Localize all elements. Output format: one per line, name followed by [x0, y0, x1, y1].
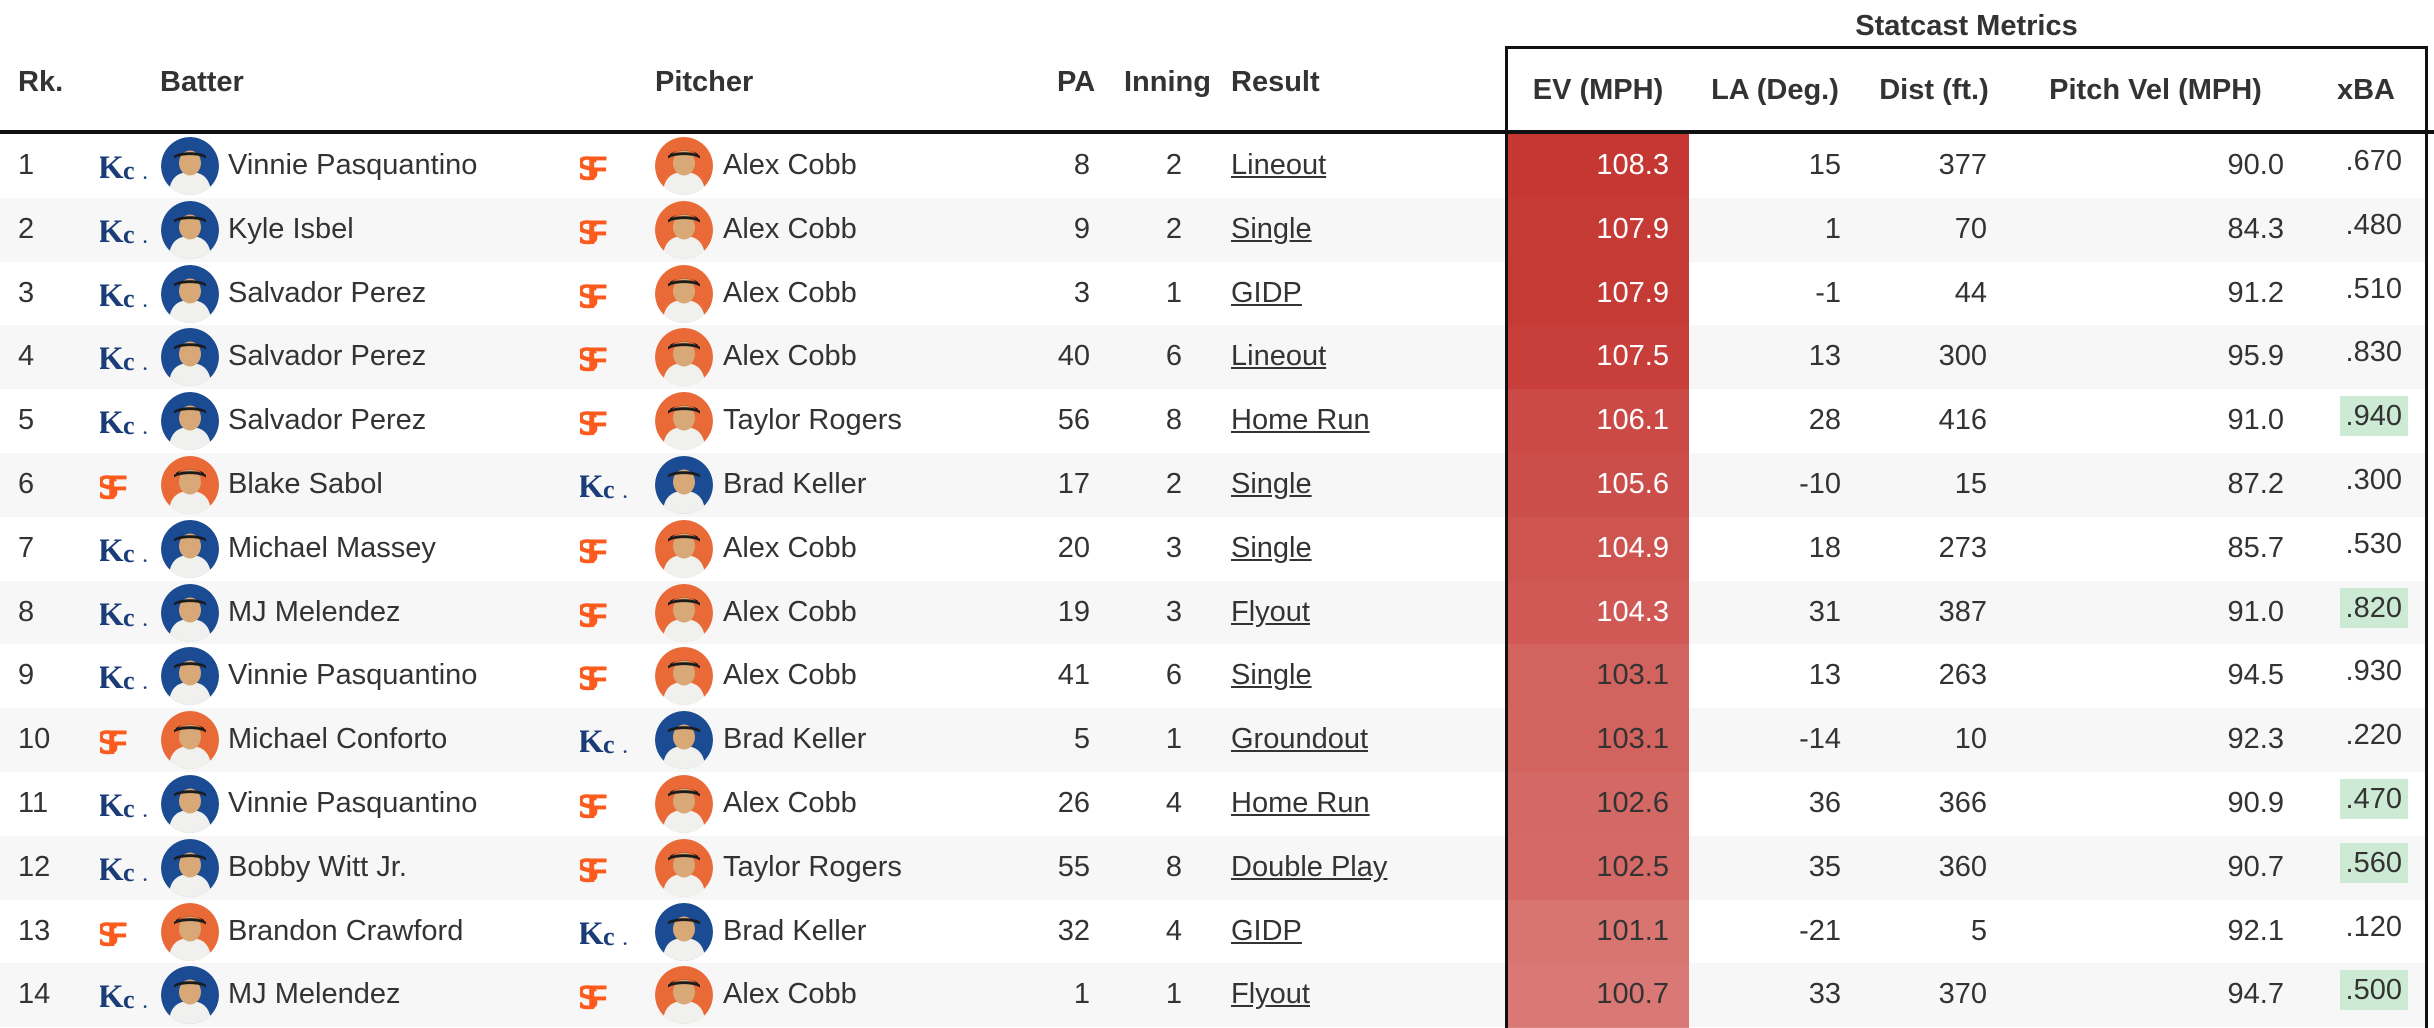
svg-text:F: F: [587, 979, 608, 1017]
svg-text:K: K: [580, 469, 604, 503]
svg-text:K: K: [100, 150, 124, 184]
svg-text:.: .: [143, 866, 147, 885]
svg-text:K: K: [580, 724, 604, 758]
svg-text:F: F: [107, 916, 128, 954]
svg-text:F: F: [107, 724, 128, 762]
svg-text:c: c: [123, 539, 135, 567]
svg-text:K: K: [100, 852, 124, 886]
svg-text:.: .: [143, 419, 147, 438]
svg-text:K: K: [100, 660, 124, 694]
svg-text:K: K: [100, 533, 124, 567]
svg-text:.: .: [143, 547, 147, 566]
svg-text:F: F: [587, 788, 608, 826]
svg-text:K: K: [100, 214, 124, 248]
svg-text:F: F: [587, 214, 608, 252]
svg-text:.: .: [143, 611, 147, 630]
svg-text:c: c: [123, 347, 135, 375]
svg-text:K: K: [100, 597, 124, 631]
svg-text:c: c: [123, 220, 135, 248]
svg-text:c: c: [123, 284, 135, 312]
svg-text:K: K: [100, 278, 124, 312]
svg-text:F: F: [587, 597, 608, 635]
svg-text:K: K: [100, 979, 124, 1013]
svg-text:F: F: [587, 405, 608, 443]
svg-text:c: c: [603, 922, 615, 950]
svg-text:c: c: [123, 666, 135, 694]
svg-text:.: .: [143, 674, 147, 693]
svg-text:c: c: [603, 730, 615, 758]
svg-text:.: .: [143, 802, 147, 821]
svg-text:.: .: [143, 228, 147, 247]
svg-text:F: F: [587, 852, 608, 890]
svg-text:F: F: [587, 660, 608, 698]
svg-text:F: F: [107, 469, 128, 507]
svg-text:c: c: [123, 156, 135, 184]
svg-text:c: c: [123, 985, 135, 1013]
svg-text:.: .: [143, 292, 147, 311]
svg-text:c: c: [603, 475, 615, 503]
svg-text:.: .: [623, 738, 627, 757]
svg-text:K: K: [100, 405, 124, 439]
svg-text:K: K: [580, 916, 604, 950]
svg-text:.: .: [143, 993, 147, 1012]
svg-text:F: F: [587, 533, 608, 571]
svg-text:c: c: [123, 411, 135, 439]
svg-text:K: K: [100, 788, 124, 822]
svg-text:.: .: [623, 930, 627, 949]
svg-text:.: .: [623, 483, 627, 502]
svg-text:c: c: [123, 603, 135, 631]
svg-text:F: F: [587, 278, 608, 316]
svg-text:c: c: [123, 858, 135, 886]
svg-text:F: F: [587, 150, 608, 188]
svg-text:.: .: [143, 164, 147, 183]
svg-text:c: c: [123, 794, 135, 822]
svg-text:.: .: [143, 355, 147, 374]
svg-text:F: F: [587, 341, 608, 379]
svg-text:K: K: [100, 341, 124, 375]
